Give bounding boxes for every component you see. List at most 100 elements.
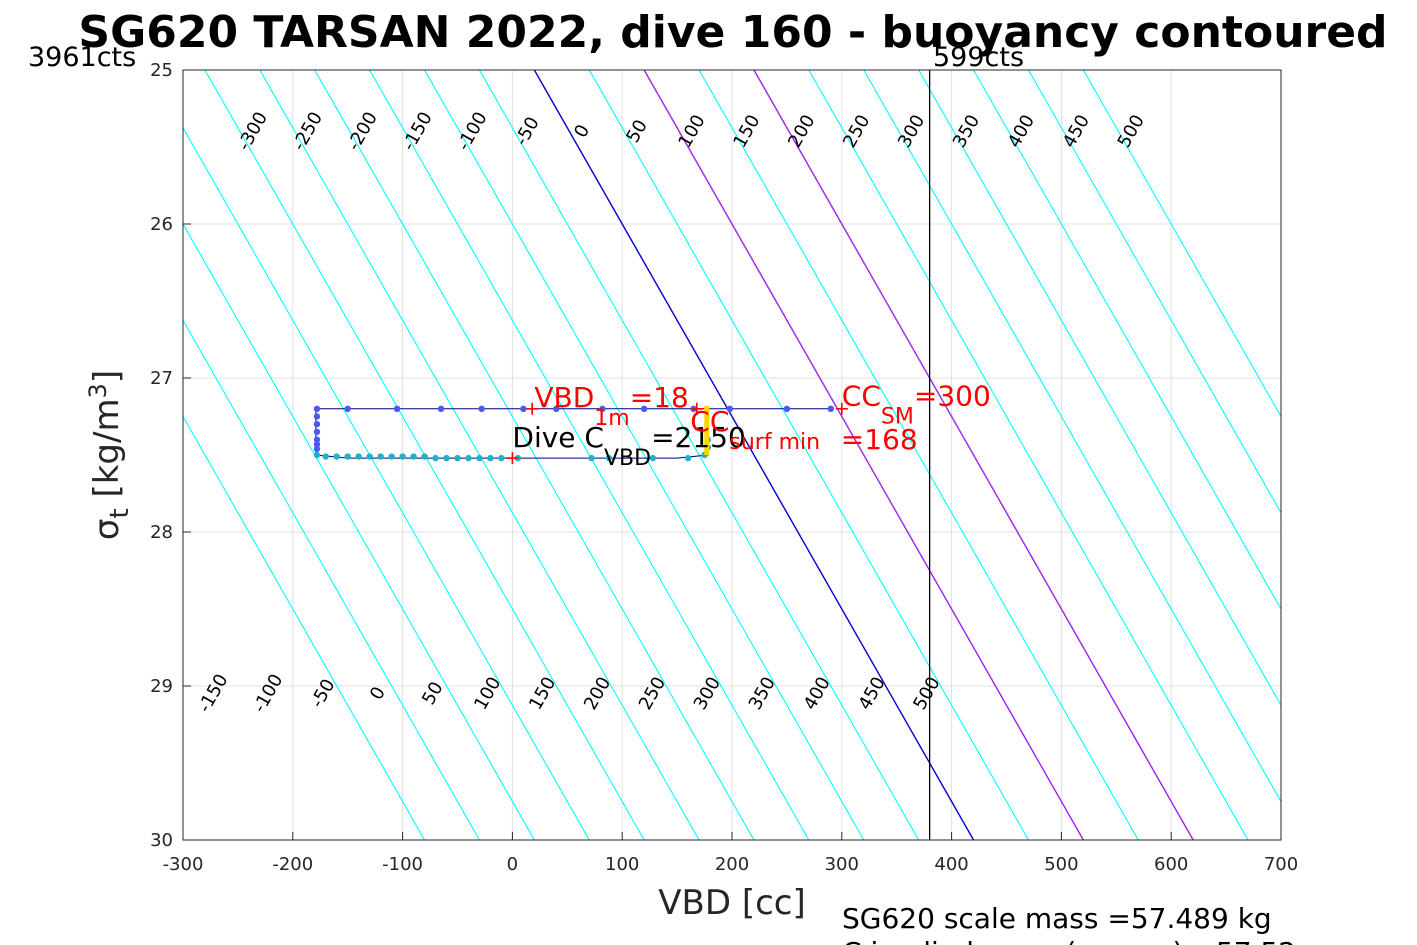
contour-line: [808, 70, 1249, 840]
data-point: [388, 453, 395, 460]
unit-text: [kg/m: [87, 398, 127, 508]
data-point: [478, 405, 485, 412]
contour-line: [314, 70, 755, 840]
cc-surf-min-value: =168: [841, 423, 918, 456]
x-tick-label: -300: [163, 854, 204, 875]
x-tick-label: 500: [1044, 854, 1078, 875]
x-tick-label: 0: [507, 854, 518, 875]
contour-line: [533, 70, 975, 840]
info-line-2: C implied mass (approx) =57.52: [842, 936, 1296, 945]
dive-c-vbd-annotation-sub: VBD: [604, 446, 651, 471]
contour-line: [369, 70, 810, 840]
data-point: [443, 454, 450, 462]
data-point: [355, 453, 362, 460]
data-point: [437, 405, 445, 412]
y-tick-label: 29: [150, 676, 173, 697]
cc-surf-min-main: CC: [690, 405, 729, 438]
info-line-1: SG620 scale mass =57.489 kg: [842, 902, 1272, 935]
corner-label-left: 3961cts: [28, 42, 136, 73]
sigma-subscript: t: [105, 508, 135, 518]
y-axis-label-text: σt [kg/m3]: [84, 370, 135, 540]
cc-surf-bar: [704, 405, 710, 455]
corner-label-right: 599cts: [933, 42, 1024, 73]
data-point: [476, 454, 483, 462]
cc-surf-min-sub: surf min: [729, 430, 820, 455]
data-point: [649, 454, 657, 462]
unit-bracket: ]: [87, 370, 127, 383]
data-point: [313, 451, 321, 459]
data-point: [333, 453, 340, 460]
data-point: [313, 445, 321, 453]
data-point: [465, 454, 472, 462]
data-point: [344, 453, 351, 460]
chart-title: SG620 TARSAN 2022, dive 160 - buoyancy c…: [78, 7, 1387, 58]
data-point: [313, 421, 321, 428]
x-axis-label: VBD [cc]: [658, 883, 806, 923]
data-point: [313, 428, 321, 436]
dive-c-vbd-annotation: Dive CVBD=2150: [512, 421, 745, 471]
data-point: [605, 454, 613, 462]
dive-c-vbd-annotation-main: Dive C: [512, 421, 604, 454]
cc-sm-annotation-value: =300: [914, 379, 991, 412]
vbd-1m-annotation-value: =18: [630, 381, 689, 414]
data-point: [399, 453, 406, 460]
contour-line: [1082, 70, 1281, 418]
data-point: [827, 405, 835, 412]
contour-line: [753, 70, 1194, 840]
data-point: [684, 454, 692, 462]
unit-superscript: 3: [84, 383, 112, 398]
data-point: [726, 405, 734, 412]
y-tick-label: 27: [150, 368, 173, 389]
contour-line: [424, 70, 865, 840]
data-point: [313, 436, 321, 443]
data-point: [421, 453, 428, 460]
contour-line: [918, 70, 1281, 707]
contour-line: [1027, 70, 1281, 514]
data-point: [313, 405, 321, 412]
vbd-1m-annotation-main: VBD: [534, 381, 594, 414]
x-tick-label: -200: [272, 854, 313, 875]
data-point: [393, 405, 401, 412]
x-tick-label: 100: [605, 854, 639, 875]
x-tick-label: 700: [1264, 854, 1298, 875]
data-point: [366, 453, 373, 460]
contour-line: [183, 415, 426, 840]
data-point: [520, 405, 527, 412]
sigma-symbol: σ: [87, 519, 127, 541]
y-axis-label: σt [kg/m3]: [84, 370, 135, 540]
x-tick-label: 400: [934, 854, 968, 875]
data-point: [432, 454, 439, 462]
y-tick-label: 26: [150, 214, 173, 235]
data-point: [588, 454, 595, 462]
vbd-1m-annotation: VBD1m=18: [534, 381, 688, 431]
dive-series: [313, 402, 848, 465]
x-tick-label: -100: [382, 854, 423, 875]
y-tick-label: 28: [150, 522, 173, 543]
contour-line: [698, 70, 1139, 840]
data-point: [599, 405, 606, 412]
vbd-1m-annotation-sub: 1m: [594, 406, 629, 431]
data-point: [454, 454, 461, 462]
contour-line: [863, 70, 1281, 803]
cc-sm-annotation-sub: SM: [881, 404, 914, 429]
data-point: [410, 453, 417, 460]
cc-sm-annotation-main: CC: [842, 379, 881, 412]
data-point: [498, 454, 505, 462]
y-tick-label: 30: [150, 830, 173, 851]
contour-line: [588, 70, 1029, 840]
data-point: [313, 441, 321, 448]
dive-c-vbd-annotation-value: =2150: [651, 421, 746, 454]
data-point: [313, 413, 321, 420]
data-point: [322, 453, 329, 460]
data-point: [487, 454, 494, 462]
x-tick-label: 600: [1154, 854, 1188, 875]
data-point: [553, 405, 560, 412]
contour-line: [478, 70, 920, 840]
data-point: [344, 405, 351, 412]
x-tick-label: 200: [715, 854, 749, 875]
cc-surf-min-annotation: CCsurf min: [690, 405, 820, 455]
axis-ticks: -300 -200 -100 0 100 200 300 400 500 600 700 25 26 27…: [150, 60, 1298, 875]
data-point: [377, 453, 384, 460]
